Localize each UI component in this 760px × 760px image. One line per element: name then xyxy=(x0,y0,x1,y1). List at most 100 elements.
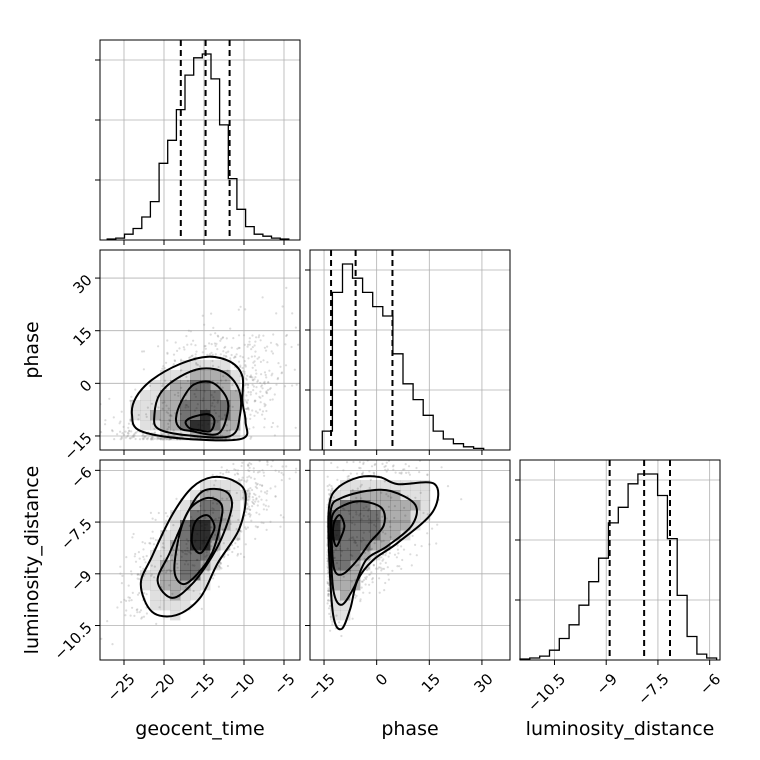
scatter-point xyxy=(302,370,304,372)
scatter-point xyxy=(236,472,239,475)
scatter-point xyxy=(246,383,250,386)
scatter-point xyxy=(237,308,240,311)
scatter-point xyxy=(211,353,214,356)
scatter-point xyxy=(90,433,92,435)
scatter-point xyxy=(247,488,250,491)
scatter-point xyxy=(254,493,257,496)
scatter-point xyxy=(231,384,234,387)
density-cell xyxy=(190,390,201,401)
density-cell xyxy=(410,520,421,531)
scatter-point xyxy=(259,396,262,399)
scatter-point xyxy=(212,326,215,329)
scatter-point xyxy=(246,399,250,402)
scatter-point xyxy=(236,552,240,556)
contour-line xyxy=(130,355,249,442)
scatter-point xyxy=(259,381,262,385)
scatter-point xyxy=(220,337,223,341)
scatter-point xyxy=(172,363,175,366)
density-cell xyxy=(160,420,171,431)
scatter-point xyxy=(403,468,406,471)
scatter-point xyxy=(290,452,292,454)
scatter-point xyxy=(137,551,140,554)
x-tick-label-phase: 30 xyxy=(470,670,496,696)
scatter-point xyxy=(195,363,198,366)
scatter-point xyxy=(266,345,269,348)
scatter-point xyxy=(142,555,145,559)
scatter-point xyxy=(270,374,273,377)
scatter-point xyxy=(279,525,282,528)
density-cell xyxy=(200,430,211,441)
scatter-point xyxy=(150,438,153,441)
scatter-point xyxy=(360,497,363,500)
scatter-point xyxy=(138,573,141,576)
scatter-point xyxy=(173,393,176,396)
scatter-point xyxy=(224,345,227,348)
density-cell xyxy=(200,540,211,551)
scatter-point xyxy=(426,513,429,516)
density-cell xyxy=(220,420,231,431)
scatter-point xyxy=(270,425,273,429)
scatter-point xyxy=(294,471,297,474)
scatter-point xyxy=(235,491,238,495)
density-cell xyxy=(180,570,191,581)
scatter-point xyxy=(285,286,288,289)
scatter-point xyxy=(225,351,228,354)
density-cell xyxy=(160,600,171,611)
scatter-point xyxy=(250,436,253,439)
scatter-point xyxy=(134,437,137,441)
scatter-point xyxy=(329,615,332,618)
scatter-point xyxy=(256,380,259,383)
density-cell xyxy=(220,540,231,551)
scatter-point xyxy=(142,437,145,440)
scatter-point xyxy=(226,369,229,372)
scatter-point xyxy=(381,515,384,518)
scatter-point xyxy=(326,553,329,557)
scatter-point xyxy=(222,354,226,357)
grid xyxy=(100,40,300,240)
scatter-point xyxy=(192,589,195,593)
scatter-point xyxy=(384,554,387,557)
scatter-point xyxy=(153,427,156,430)
scatter-point xyxy=(387,505,390,508)
scatter-point xyxy=(281,465,284,468)
scatter-point xyxy=(368,591,371,595)
scatter-point xyxy=(200,607,203,611)
density-cell xyxy=(140,420,151,431)
scatter-point xyxy=(219,471,222,475)
scatter-point xyxy=(326,566,329,569)
scatter-point xyxy=(281,305,284,308)
scatter-point xyxy=(249,515,252,518)
scatter-point xyxy=(387,495,390,498)
scatter-point xyxy=(382,558,385,561)
density-cell xyxy=(200,520,211,531)
density-cell xyxy=(220,490,231,501)
scatter-point xyxy=(435,542,438,545)
density-cell xyxy=(190,380,201,391)
density-cell xyxy=(210,560,221,571)
scatter-point xyxy=(290,345,293,349)
scatter-point xyxy=(327,589,330,592)
scatter-point xyxy=(269,341,273,344)
density-cell xyxy=(170,580,181,591)
scatter-point xyxy=(217,564,220,568)
scatter-point xyxy=(177,391,180,394)
scatter-point xyxy=(111,430,114,433)
scatter-point xyxy=(130,430,133,433)
scatter-point xyxy=(255,336,258,339)
scatter-point xyxy=(280,372,283,375)
scatter-point xyxy=(141,616,144,619)
scatter-point xyxy=(132,434,135,437)
scatter-point xyxy=(190,343,193,346)
scatter-point xyxy=(171,559,174,562)
scatter-point xyxy=(244,399,247,402)
scatter-point xyxy=(254,500,257,503)
scatter-point xyxy=(262,334,265,337)
scatter-point xyxy=(285,465,288,468)
density-cell xyxy=(140,580,151,591)
histogram-geocent-time xyxy=(106,53,290,240)
density-cell xyxy=(380,490,391,501)
density-cell xyxy=(210,490,221,501)
scatter-point xyxy=(241,496,244,499)
scatter-point xyxy=(230,346,233,349)
scatter-point xyxy=(222,556,225,559)
